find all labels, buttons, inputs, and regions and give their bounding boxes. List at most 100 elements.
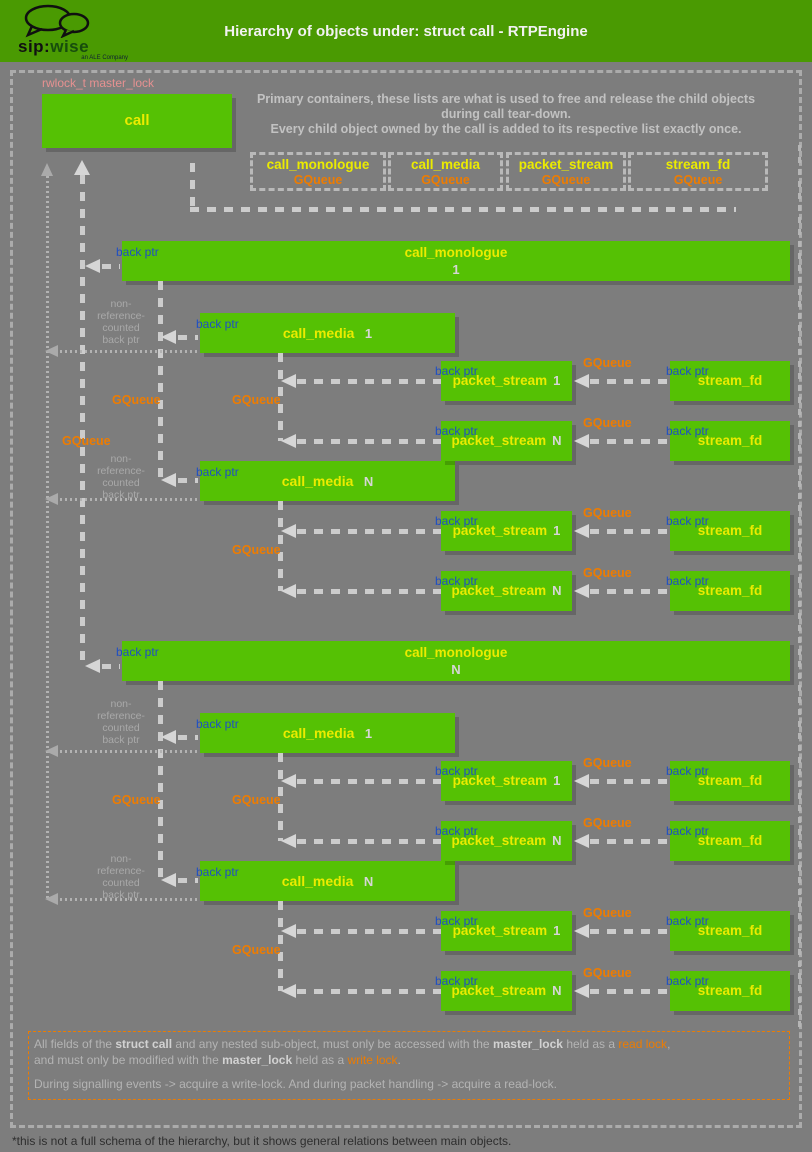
left-arrow-icon	[281, 984, 296, 998]
stream-fd-label: stream_fd	[697, 833, 763, 848]
locking-note-box: All fields of the struct call and any ne…	[28, 1031, 790, 1100]
packet-stream-row: packet_stream 1 back ptr GQueue stream_fd…	[0, 756, 812, 801]
left-arrow-icon	[85, 659, 100, 673]
non-ref-line	[60, 498, 200, 501]
call-media-box: call_media N	[200, 861, 455, 901]
non-ref-back-ptr-label: non- reference- counted back ptr	[92, 298, 150, 346]
back-ptr-label: back ptr	[196, 717, 239, 731]
legend-label: packet_stream	[518, 157, 614, 172]
left-arrow-icon	[574, 834, 589, 848]
label-line: non-	[110, 698, 132, 710]
gqueue-back-ptr-line	[590, 379, 670, 384]
gqueue-back-ptr-line	[590, 839, 670, 844]
legend-label: stream_fd	[665, 157, 731, 172]
call-media-box: call_media 1	[200, 713, 455, 753]
intro-line: Every child object owned by the call is …	[270, 122, 742, 136]
gqueue-label: GQueue	[232, 943, 281, 957]
call-media-label: call_media	[282, 725, 355, 741]
call-media-label: call_media	[281, 873, 354, 889]
back-ptr-label: back ptr	[196, 465, 239, 479]
monologue-group: call_monologue N back ptr GQueue non- re…	[0, 641, 812, 1013]
back-ptr-label: back ptr	[666, 824, 709, 838]
stream-fd-label: stream_fd	[697, 583, 763, 598]
left-arrow-icon	[574, 374, 589, 388]
left-arrow-icon	[574, 774, 589, 788]
packet-stream-box: packet_stream N	[441, 971, 572, 1011]
back-ptr-label: back ptr	[666, 514, 709, 528]
note-line: and must only be modified with the maste…	[34, 1053, 401, 1067]
back-ptr-line	[102, 264, 120, 269]
label-line: counted	[102, 477, 140, 489]
call-monologue-count: N	[451, 662, 461, 677]
gqueue-label: GQueue	[583, 506, 632, 520]
note-line: All fields of the struct call and any ne…	[34, 1037, 670, 1051]
call-media-count: 1	[364, 326, 373, 341]
left-arrow-icon	[281, 434, 296, 448]
gqueue-label: GQueue	[583, 966, 632, 980]
note-read-lock: read lock	[618, 1037, 668, 1051]
left-arrow-icon	[281, 924, 296, 938]
legend-bus-line	[190, 207, 736, 212]
logo-tagline: an ALE Company	[81, 55, 128, 61]
label-line: counted	[102, 722, 140, 734]
left-arrow-icon	[281, 524, 296, 538]
label-line: non-	[110, 298, 132, 310]
gqueue-label: GQueue	[583, 816, 632, 830]
legend-label: call_media	[410, 157, 481, 172]
back-ptr-line	[297, 929, 441, 934]
monologue-group: call_monologue 1 back ptr GQueue non- re…	[0, 241, 812, 613]
back-ptr-label: back ptr	[666, 364, 709, 378]
packet-stream-count: N	[552, 983, 562, 998]
back-ptr-label: back ptr	[435, 914, 478, 928]
packet-stream-count: 1	[553, 923, 561, 938]
gqueue-line	[158, 281, 163, 480]
gqueue-label: GQueue	[112, 793, 161, 807]
stream-fd-label: stream_fd	[697, 523, 763, 538]
stream-fd-box: stream_fd	[670, 971, 790, 1011]
legend-type: GQueue	[421, 173, 470, 187]
legend-box-call-monologue: call_monologue GQueue	[250, 152, 386, 191]
label-line: reference-	[97, 710, 145, 722]
left-arrow-icon	[281, 834, 296, 848]
note-text: and must only be modified with the	[34, 1053, 223, 1067]
gqueue-line	[278, 501, 283, 591]
back-ptr-label: back ptr	[666, 764, 709, 778]
sipwise-logo: sip:wise an ALE Company	[18, 4, 128, 61]
speech-bubbles-icon	[24, 4, 90, 39]
back-ptr-line	[178, 735, 198, 740]
gqueue-label: GQueue	[232, 793, 281, 807]
back-ptr-line	[102, 664, 120, 669]
left-arrow-icon	[45, 493, 58, 505]
non-ref-line	[60, 898, 200, 901]
gqueue-label: GQueue	[62, 434, 111, 448]
label-line: back ptr	[102, 734, 140, 746]
legend-box-packet-stream: packet_stream GQueue	[506, 152, 626, 191]
legend-label: call_monologue	[266, 157, 370, 172]
back-ptr-label: back ptr	[116, 245, 159, 259]
left-arrow-icon	[574, 524, 589, 538]
note-text: and any nested sub-object, must only be …	[172, 1037, 493, 1051]
back-ptr-label: back ptr	[435, 424, 478, 438]
call-media-count: 1	[364, 726, 373, 741]
packet-stream-box: packet_stream N	[441, 421, 572, 461]
left-arrow-icon	[161, 730, 176, 744]
back-ptr-label: back ptr	[666, 574, 709, 588]
back-ptr-label: back ptr	[666, 424, 709, 438]
left-arrow-icon	[45, 893, 58, 905]
intro-text: Primary containers, these lists are what…	[250, 92, 762, 137]
header-bar: sip:wise an ALE Company Hierarchy of obj…	[0, 0, 812, 62]
label-line: non-	[110, 853, 132, 865]
logo-wordmark: sip:wise an ALE Company	[18, 37, 128, 61]
packet-stream-row: packet_stream N back ptr GQueue stream_fd…	[0, 416, 812, 461]
legend-type: GQueue	[541, 173, 591, 187]
packet-stream-count: 1	[553, 523, 561, 538]
footnote: *this is not a full schema of the hierar…	[12, 1134, 512, 1148]
stream-fd-label: stream_fd	[697, 433, 763, 448]
gqueue-line	[278, 353, 283, 441]
gqueue-label: GQueue	[583, 566, 632, 580]
gqueue-label: GQueue	[112, 393, 161, 407]
packet-stream-box: packet_stream 1	[441, 911, 572, 951]
left-arrow-icon	[281, 374, 296, 388]
gqueue-back-ptr-line	[590, 989, 670, 994]
label-line: reference-	[97, 865, 145, 877]
